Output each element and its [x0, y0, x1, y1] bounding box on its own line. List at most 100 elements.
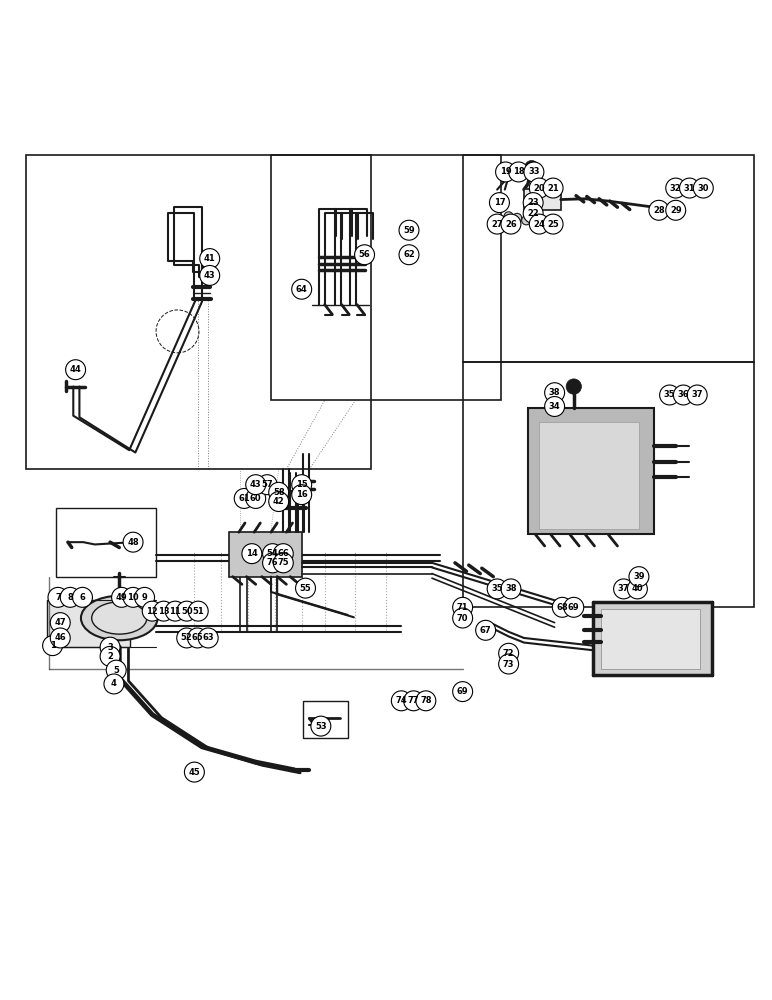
Text: 13: 13	[158, 607, 170, 616]
Text: 5: 5	[113, 666, 119, 675]
Text: 61: 61	[239, 494, 250, 503]
Circle shape	[487, 579, 507, 599]
Text: 60: 60	[250, 494, 262, 503]
Text: 24: 24	[533, 220, 545, 229]
Text: 57: 57	[262, 480, 273, 489]
Text: 37: 37	[692, 390, 703, 399]
Circle shape	[501, 214, 521, 234]
Circle shape	[614, 579, 634, 599]
Text: 41: 41	[204, 254, 215, 263]
Circle shape	[198, 628, 218, 648]
Text: 38: 38	[549, 388, 560, 397]
Text: 40: 40	[631, 584, 643, 593]
Circle shape	[66, 360, 86, 380]
Ellipse shape	[92, 602, 147, 634]
Circle shape	[245, 475, 266, 495]
Circle shape	[545, 383, 564, 403]
Text: 20: 20	[533, 184, 545, 193]
Text: 68: 68	[557, 603, 568, 612]
Text: 7: 7	[55, 593, 61, 602]
Circle shape	[296, 578, 316, 598]
Text: 28: 28	[653, 206, 665, 215]
Circle shape	[489, 193, 510, 213]
Circle shape	[476, 620, 496, 640]
Circle shape	[100, 646, 120, 666]
Text: 14: 14	[246, 549, 258, 558]
Circle shape	[629, 567, 649, 587]
Circle shape	[245, 489, 266, 508]
Circle shape	[391, 691, 411, 711]
Circle shape	[292, 279, 312, 299]
Text: 31: 31	[684, 184, 696, 193]
Text: 63: 63	[202, 633, 214, 642]
Text: 26: 26	[505, 220, 516, 229]
FancyBboxPatch shape	[601, 609, 700, 669]
Circle shape	[269, 482, 289, 502]
Circle shape	[242, 544, 262, 564]
Text: 53: 53	[315, 722, 327, 731]
Circle shape	[100, 637, 120, 657]
Text: 72: 72	[503, 649, 514, 658]
Circle shape	[452, 682, 472, 702]
Circle shape	[530, 178, 549, 198]
Circle shape	[50, 613, 70, 633]
Circle shape	[104, 674, 124, 694]
Circle shape	[262, 544, 283, 564]
Circle shape	[42, 636, 63, 656]
Circle shape	[665, 200, 686, 220]
Text: 45: 45	[188, 768, 200, 777]
Circle shape	[273, 553, 293, 573]
Circle shape	[545, 397, 564, 416]
Circle shape	[566, 379, 581, 394]
Text: 71: 71	[457, 603, 469, 612]
Circle shape	[60, 587, 80, 607]
Circle shape	[165, 601, 185, 621]
Text: 58: 58	[273, 488, 285, 497]
Circle shape	[524, 162, 544, 182]
FancyBboxPatch shape	[540, 422, 639, 529]
Text: 18: 18	[513, 167, 524, 176]
Circle shape	[665, 178, 686, 198]
Circle shape	[543, 178, 563, 198]
Circle shape	[354, 245, 374, 265]
Text: 36: 36	[678, 390, 689, 399]
Ellipse shape	[81, 596, 157, 640]
Text: 50: 50	[181, 607, 192, 616]
Circle shape	[200, 249, 220, 269]
Text: 19: 19	[499, 167, 511, 176]
Text: 78: 78	[420, 696, 432, 705]
Circle shape	[185, 762, 205, 782]
Text: 65: 65	[191, 633, 203, 642]
Circle shape	[134, 587, 154, 607]
Text: 39: 39	[633, 572, 645, 581]
Circle shape	[525, 160, 539, 174]
Text: 10: 10	[127, 593, 139, 602]
Circle shape	[564, 597, 584, 617]
Text: 46: 46	[54, 633, 66, 642]
Text: 3: 3	[107, 643, 113, 652]
Text: 42: 42	[273, 497, 285, 506]
Text: 44: 44	[69, 365, 82, 374]
Circle shape	[679, 178, 699, 198]
FancyBboxPatch shape	[593, 602, 712, 675]
Text: 43: 43	[204, 271, 215, 280]
Circle shape	[177, 628, 197, 648]
Text: 21: 21	[547, 184, 559, 193]
Circle shape	[188, 601, 208, 621]
Text: 29: 29	[670, 206, 682, 215]
Text: 15: 15	[296, 480, 307, 489]
Text: 62: 62	[403, 250, 415, 259]
Circle shape	[530, 214, 549, 234]
Circle shape	[188, 628, 208, 648]
Text: 35: 35	[491, 584, 503, 593]
Circle shape	[499, 654, 519, 674]
Text: 4: 4	[111, 679, 117, 688]
Text: 77: 77	[408, 696, 419, 705]
Text: 69: 69	[568, 603, 580, 612]
Text: 30: 30	[698, 184, 709, 193]
Text: 76: 76	[267, 558, 279, 567]
Text: 34: 34	[549, 402, 560, 411]
Text: 69: 69	[457, 687, 469, 696]
Circle shape	[234, 489, 254, 508]
Circle shape	[292, 485, 312, 505]
